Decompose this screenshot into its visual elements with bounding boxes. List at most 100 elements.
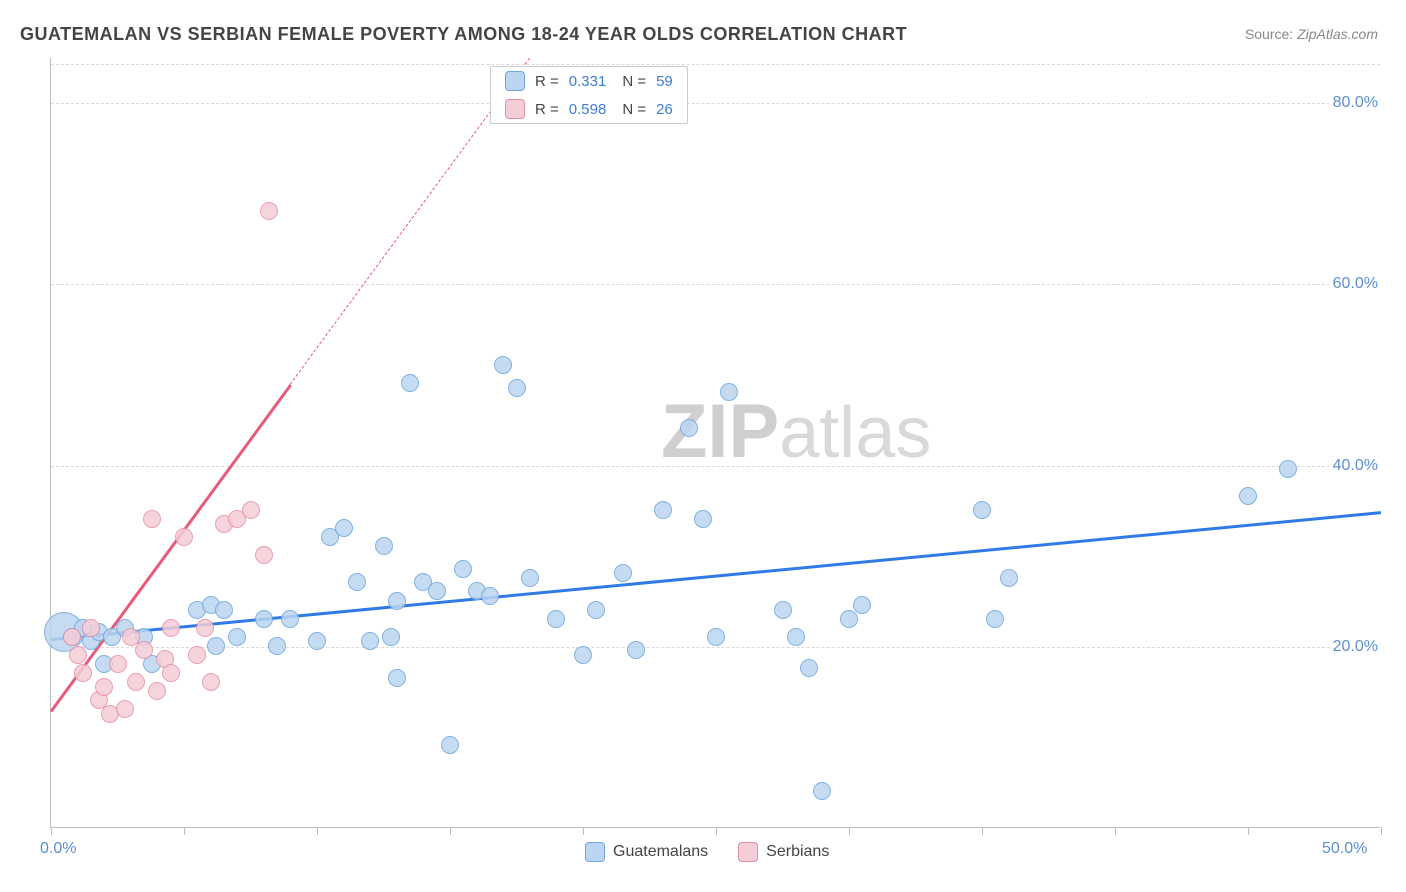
data-point xyxy=(143,510,161,528)
data-point xyxy=(69,646,87,664)
data-point xyxy=(63,628,81,646)
watermark: ZIPatlas xyxy=(661,388,931,475)
data-point xyxy=(382,628,400,646)
data-point xyxy=(127,673,145,691)
data-point xyxy=(188,646,206,664)
data-point xyxy=(508,379,526,397)
data-point xyxy=(800,659,818,677)
data-point xyxy=(242,501,260,519)
x-tick xyxy=(716,827,717,835)
gridline xyxy=(51,466,1380,467)
data-point xyxy=(1000,569,1018,587)
x-tick xyxy=(583,827,584,835)
x-tick xyxy=(1381,827,1382,835)
data-point xyxy=(196,619,214,637)
data-point xyxy=(614,564,632,582)
legend-item: Guatemalans xyxy=(585,842,708,862)
source-attribution: Source: ZipAtlas.com xyxy=(1245,26,1378,42)
data-point xyxy=(162,619,180,637)
gridline xyxy=(51,647,1380,648)
data-point xyxy=(148,682,166,700)
data-point xyxy=(175,528,193,546)
gridline xyxy=(51,284,1380,285)
x-tick xyxy=(317,827,318,835)
data-point xyxy=(627,641,645,659)
data-point xyxy=(813,782,831,800)
r-value: 0.331 xyxy=(569,73,607,90)
data-point xyxy=(787,628,805,646)
data-point xyxy=(494,356,512,374)
legend-swatch xyxy=(738,842,758,862)
x-tick xyxy=(1115,827,1116,835)
watermark-light: atlas xyxy=(779,393,931,473)
data-point xyxy=(547,610,565,628)
gridline xyxy=(51,103,1380,104)
x-tick-label: 0.0% xyxy=(40,840,76,858)
x-tick xyxy=(450,827,451,835)
data-point xyxy=(441,736,459,754)
data-point xyxy=(720,383,738,401)
r-label: R = xyxy=(535,73,559,90)
data-point xyxy=(388,669,406,687)
data-point xyxy=(401,374,419,392)
data-point xyxy=(162,664,180,682)
data-point xyxy=(95,678,113,696)
source-value: ZipAtlas.com xyxy=(1297,26,1378,42)
y-tick-label: 40.0% xyxy=(1329,457,1382,475)
legend-item: Serbians xyxy=(738,842,829,862)
x-tick xyxy=(51,827,52,835)
data-point xyxy=(853,596,871,614)
legend-swatch xyxy=(585,842,605,862)
data-point xyxy=(840,610,858,628)
data-point xyxy=(774,601,792,619)
data-point xyxy=(74,664,92,682)
data-point xyxy=(202,673,220,691)
data-point xyxy=(587,601,605,619)
legend-row: R =0.598N =26 xyxy=(491,95,687,123)
data-point xyxy=(116,700,134,718)
data-point xyxy=(207,637,225,655)
data-point xyxy=(973,501,991,519)
legend-label: Guatemalans xyxy=(613,843,708,861)
watermark-bold: ZIP xyxy=(661,389,779,474)
data-point xyxy=(109,655,127,673)
data-point xyxy=(454,560,472,578)
data-point xyxy=(986,610,1004,628)
data-point xyxy=(215,601,233,619)
data-point xyxy=(481,587,499,605)
legend-swatch xyxy=(505,71,525,91)
data-point xyxy=(654,501,672,519)
y-tick-label: 60.0% xyxy=(1329,275,1382,293)
data-point xyxy=(375,537,393,555)
x-tick xyxy=(982,827,983,835)
data-point xyxy=(521,569,539,587)
correlation-legend: R =0.331N =59R =0.598N =26 xyxy=(490,66,688,124)
data-point xyxy=(281,610,299,628)
data-point xyxy=(335,519,353,537)
data-point xyxy=(308,632,326,650)
n-value: 26 xyxy=(656,101,673,118)
x-tick xyxy=(1248,827,1249,835)
n-label: N = xyxy=(622,73,646,90)
legend-label: Serbians xyxy=(766,843,829,861)
data-point xyxy=(694,510,712,528)
r-value: 0.598 xyxy=(569,101,607,118)
y-tick-label: 80.0% xyxy=(1329,94,1382,112)
legend-row: R =0.331N =59 xyxy=(491,67,687,95)
x-tick xyxy=(184,827,185,835)
data-point xyxy=(361,632,379,650)
series-legend: Guatemalans Serbians xyxy=(585,842,829,862)
gridline xyxy=(51,64,1380,65)
data-point xyxy=(574,646,592,664)
data-point xyxy=(228,628,246,646)
data-point xyxy=(82,619,100,637)
x-tick-label: 50.0% xyxy=(1322,840,1367,858)
data-point xyxy=(260,202,278,220)
trend-line xyxy=(51,511,1381,641)
source-label: Source: xyxy=(1245,26,1293,42)
data-point xyxy=(255,610,273,628)
data-point xyxy=(268,637,286,655)
data-point xyxy=(680,419,698,437)
x-tick xyxy=(849,827,850,835)
data-point xyxy=(707,628,725,646)
